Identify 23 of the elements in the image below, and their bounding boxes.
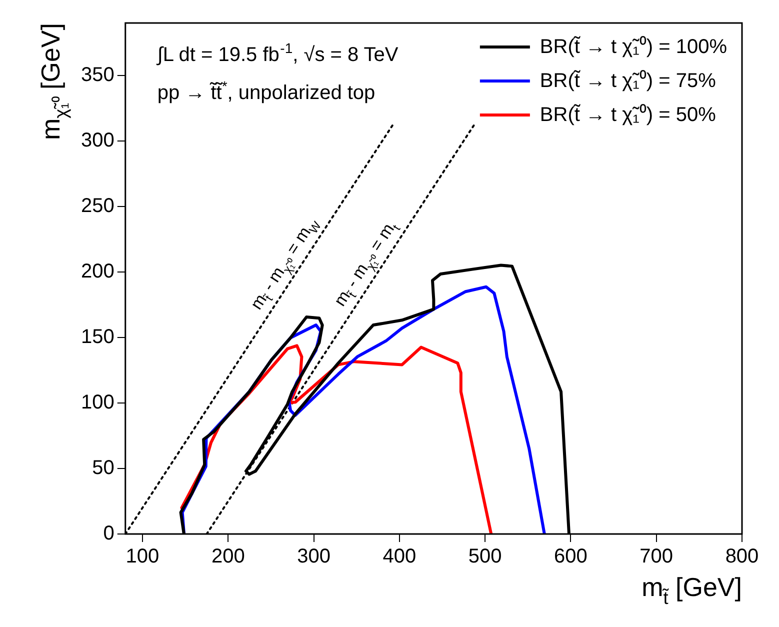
y-tick-label: 300 (80, 129, 114, 152)
annotation: mt̃ - mχ̃₁⁰ = mt (330, 220, 404, 310)
y-tick-label: 200 (80, 260, 114, 282)
x-tick-label: 400 (382, 546, 416, 568)
annotation: pp → t̃t̃*, unpolarized top (157, 78, 376, 104)
x-tick-label: 700 (640, 546, 674, 568)
y-tick-label: 0 (103, 522, 114, 545)
legend-label: BR(t̃ → t χ̃₁⁰) = 75% (540, 69, 716, 92)
y-tick-label: 100 (80, 391, 114, 414)
y-axis-title: mχ̃₁⁰ [GeV] (35, 22, 72, 140)
y-tick-label: 150 (80, 326, 114, 348)
y-tick-label: 250 (80, 194, 114, 217)
x-tick-label: 500 (468, 546, 502, 568)
y-tick-label: 350 (80, 64, 114, 86)
y-tick-label: 50 (92, 457, 114, 480)
legend-label: BR(t̃ → t χ̃₁⁰) = 50% (540, 103, 716, 126)
x-tick-label: 100 (126, 546, 160, 568)
x-tick-label: 600 (554, 546, 588, 568)
x-tick-label: 300 (297, 546, 330, 568)
annotation: mt̃ - mχ̃₁⁰ = mW (246, 218, 324, 313)
x-tick-label: 200 (211, 546, 245, 568)
legend-label: BR(t̃ → t χ̃₁⁰) = 100% (540, 35, 728, 58)
x-tick-label: 800 (725, 546, 759, 568)
